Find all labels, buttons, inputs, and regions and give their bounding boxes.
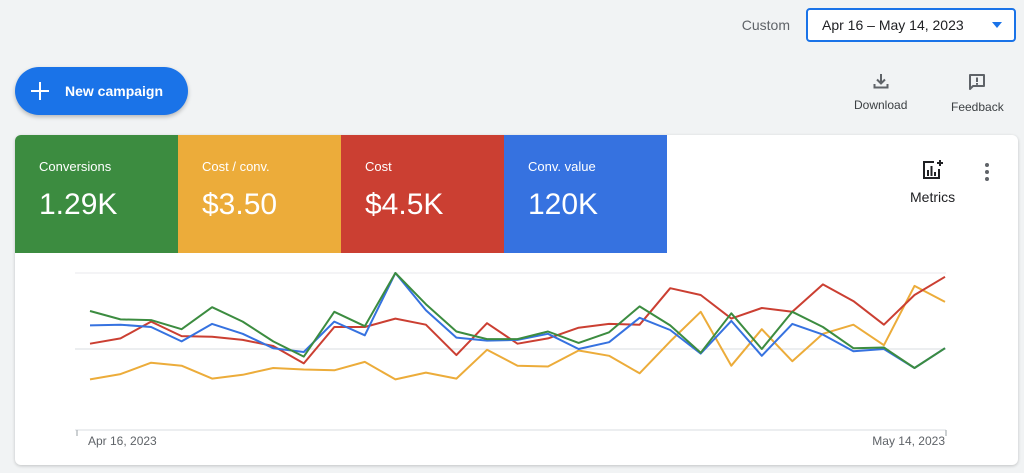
date-range-value: Apr 16 – May 14, 2023 xyxy=(822,17,964,33)
scorecard-value: 120K xyxy=(528,188,599,221)
new-campaign-button[interactable]: New campaign xyxy=(15,67,188,115)
x-tick-label-end: May 14, 2023 xyxy=(872,434,945,448)
series-line-cost-conv- xyxy=(89,284,946,381)
date-range-dropdown[interactable]: Apr 16 – May 14, 2023 xyxy=(806,8,1016,42)
scorecard-value: 1.29K xyxy=(39,188,118,221)
series-layer xyxy=(89,272,946,381)
series-line-conv-value xyxy=(89,272,946,369)
scorecard-label: Cost / conv. xyxy=(202,159,270,174)
feedback-button[interactable]: Feedback xyxy=(951,72,1004,114)
feedback-icon xyxy=(969,74,986,90)
metrics-label: Metrics xyxy=(910,189,956,205)
download-icon xyxy=(873,74,889,89)
scorecard-label: Conv. value xyxy=(528,159,596,174)
scorecard-conv-value[interactable]: Conv. value 120K xyxy=(504,135,667,253)
download-label: Download xyxy=(854,98,908,112)
chevron-down-icon xyxy=(992,22,1002,28)
performance-chart: Apr 16, 2023 May 14, 2023 xyxy=(75,272,947,448)
plus-icon xyxy=(31,82,49,100)
scorecard-label: Cost xyxy=(365,159,392,174)
date-range-label: Custom xyxy=(741,17,790,33)
x-tick-label-start: Apr 16, 2023 xyxy=(88,434,157,448)
add-chart-icon xyxy=(922,160,943,179)
scorecard-value: $3.50 xyxy=(202,188,278,221)
scorecards: Conversions 1.29K Cost / conv. $3.50 Cos… xyxy=(15,135,1018,253)
series-line-cost xyxy=(89,275,946,365)
series-line-conversions xyxy=(89,272,946,369)
scorecard-cost-per-conv[interactable]: Cost / conv. $3.50 xyxy=(178,135,341,253)
new-campaign-label: New campaign xyxy=(65,83,164,99)
metrics-button[interactable]: Metrics xyxy=(910,159,955,205)
scorecard-label: Conversions xyxy=(39,159,112,174)
download-button[interactable]: Download xyxy=(854,72,907,112)
date-range-bar: Custom Apr 16 – May 14, 2023 xyxy=(742,8,1016,42)
scorecard-value: $4.5K xyxy=(365,188,444,221)
scorecard-cost[interactable]: Cost $4.5K xyxy=(341,135,504,253)
performance-card: Conversions 1.29K Cost / conv. $3.50 Cos… xyxy=(15,135,1018,465)
scorecard-conversions[interactable]: Conversions 1.29K xyxy=(15,135,178,253)
more-options-icon[interactable] xyxy=(981,163,993,183)
feedback-label: Feedback xyxy=(951,100,1004,114)
